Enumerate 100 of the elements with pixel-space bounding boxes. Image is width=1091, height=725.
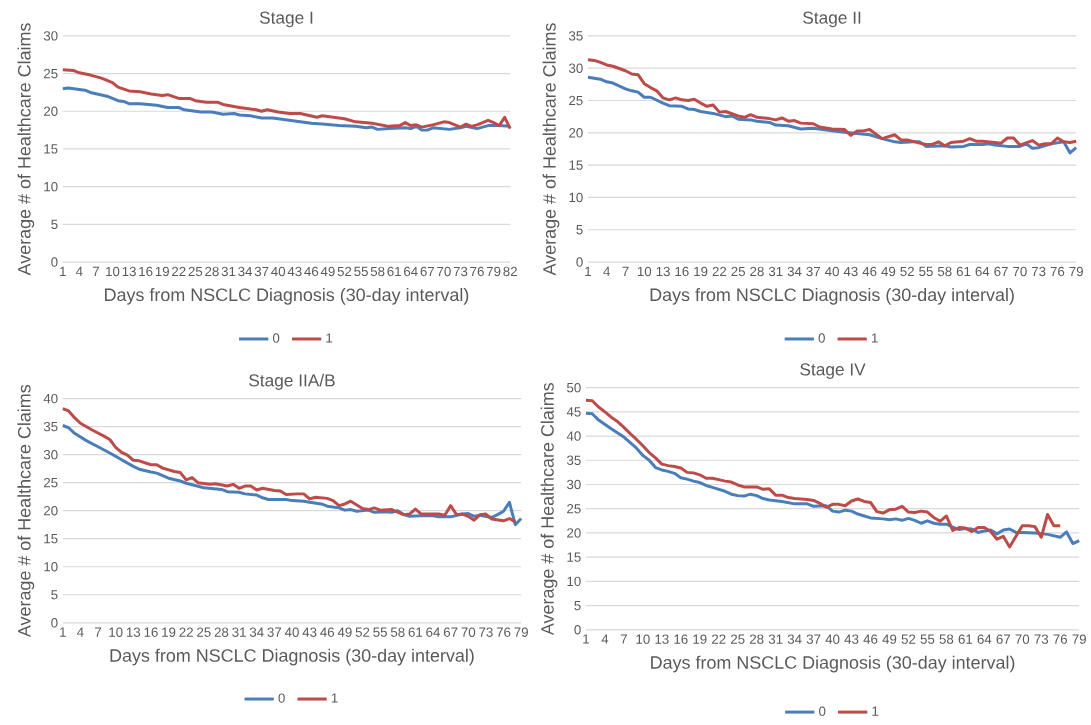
y-tick-label: 20 — [43, 505, 58, 516]
x-tick-label: 22 — [172, 266, 186, 276]
x-tick-label: 46 — [862, 266, 877, 276]
legend-label: 0 — [278, 693, 285, 703]
x-tick-label: 37 — [806, 266, 821, 276]
x-tick-label: 58 — [390, 627, 405, 637]
legend-label: 0 — [272, 333, 280, 343]
x-tick-label: 10 — [109, 627, 123, 637]
y-tick-label: 45 — [566, 406, 581, 417]
x-tick-label: 22 — [179, 627, 193, 637]
x-tick-label: 70 — [461, 627, 476, 637]
x-tick-label: 58 — [937, 266, 952, 276]
x-tick-label: 52 — [901, 634, 916, 644]
x-tick-label: 76 — [1050, 266, 1065, 276]
x-tick-label: 4 — [601, 634, 609, 644]
y-tick-label: 50 — [567, 382, 581, 393]
legend-label: 1 — [331, 693, 338, 703]
x-tick-label: 61 — [387, 266, 401, 276]
y-tick-label: 25 — [567, 503, 581, 514]
x-tick-label: 13 — [655, 634, 669, 644]
y-axis-title: Average # of Healthcare Claims — [17, 384, 35, 637]
x-tick-label: 43 — [844, 634, 859, 644]
y-tick-label: 30 — [43, 30, 58, 41]
legend-label: 0 — [819, 706, 826, 716]
line-series — [586, 58, 1078, 148]
x-tick-label: 61 — [408, 627, 423, 637]
x-tick-label: 52 — [900, 266, 914, 276]
y-tick-label: 5 — [574, 600, 581, 610]
x-tick-label: 70 — [1013, 266, 1027, 276]
y-tick-label: 5 — [51, 219, 58, 229]
x-tick-label: 79 — [1069, 266, 1083, 276]
x-tick-label: 19 — [694, 266, 708, 276]
x-tick-label: 7 — [622, 266, 629, 276]
x-tick-label: 79 — [1072, 634, 1086, 644]
y-tick-label: 30 — [43, 449, 58, 460]
y-tick-label: 0 — [51, 617, 58, 628]
x-tick-label: 55 — [373, 627, 387, 637]
x-tick-label: 58 — [939, 634, 954, 644]
y-tick-label: 15 — [569, 160, 583, 170]
x-tick-label: 37 — [806, 634, 821, 644]
y-tick-label: 35 — [566, 455, 581, 465]
x-axis-title: Days from NSCLC Diagnosis (30-day interval) — [110, 648, 474, 666]
x-tick-label: 28 — [214, 627, 229, 637]
x-tick-label: 76 — [470, 266, 484, 276]
x-tick-label: 37 — [267, 627, 282, 637]
y-tick-label: 5 — [51, 589, 58, 600]
x-tick-label: 31 — [232, 627, 246, 637]
line-series — [61, 68, 512, 130]
x-tick-label: 28 — [205, 266, 219, 276]
x-axis-title: Days from NSCLC Diagnosis (30-day interval) — [650, 287, 1014, 305]
chart-title: Stage IIA/B — [249, 373, 335, 390]
chart-title: Stage II — [803, 11, 861, 27]
x-tick-label: 67 — [443, 627, 458, 637]
x-tick-label: 34 — [249, 627, 264, 637]
x-tick-label: 79 — [514, 627, 528, 637]
x-tick-label: 7 — [95, 627, 102, 637]
x-tick-label: 31 — [768, 266, 783, 276]
x-tick-label: 55 — [919, 266, 933, 276]
x-tick-label: 7 — [92, 266, 99, 276]
x-tick-label: 10 — [106, 266, 120, 276]
x-tick-label: 67 — [420, 266, 435, 276]
x-tick-label: 40 — [271, 266, 286, 276]
y-tick-label: 0 — [51, 257, 58, 267]
x-tick-label: 46 — [320, 627, 335, 637]
x-tick-label: 46 — [863, 634, 878, 644]
x-tick-label: 43 — [302, 627, 317, 637]
x-tick-label: 49 — [881, 266, 896, 276]
x-tick-label: 73 — [1031, 266, 1046, 276]
x-tick-label: 52 — [337, 266, 352, 276]
x-tick-label: 7 — [620, 634, 627, 644]
x-tick-label: 64 — [977, 634, 992, 644]
x-tick-label: 34 — [787, 634, 802, 644]
y-tick-label: 35 — [43, 421, 58, 432]
y-tick-label: 0 — [576, 257, 583, 267]
x-tick-label: 34 — [238, 266, 253, 276]
x-tick-label: 1 — [60, 627, 66, 637]
x-tick-label: 40 — [284, 627, 299, 637]
x-tick-label: 64 — [404, 266, 418, 276]
x-tick-label: 25 — [730, 634, 745, 644]
x-tick-label: 58 — [370, 266, 385, 276]
legend-label: 1 — [326, 333, 333, 343]
x-tick-label: 16 — [139, 266, 153, 276]
x-tick-label: 52 — [355, 627, 370, 637]
y-tick-label: 10 — [44, 561, 58, 572]
x-tick-label: 76 — [496, 627, 511, 637]
y-tick-label: 20 — [43, 106, 58, 116]
x-tick-label: 79 — [486, 266, 501, 276]
x-tick-label: 4 — [603, 266, 611, 276]
x-tick-label: 19 — [155, 266, 169, 276]
x-tick-label: 40 — [824, 266, 839, 276]
x-tick-label: 55 — [920, 634, 935, 644]
legend-label: 1 — [872, 706, 879, 716]
legend-label: 0 — [818, 333, 825, 343]
x-tick-label: 16 — [144, 627, 158, 637]
x-tick-label: 55 — [354, 266, 368, 276]
x-tick-label: 82 — [503, 266, 517, 276]
y-tick-label: 30 — [566, 479, 581, 489]
y-tick-label: 35 — [568, 30, 583, 41]
x-tick-label: 61 — [958, 634, 973, 644]
x-tick-label: 67 — [994, 266, 1008, 276]
